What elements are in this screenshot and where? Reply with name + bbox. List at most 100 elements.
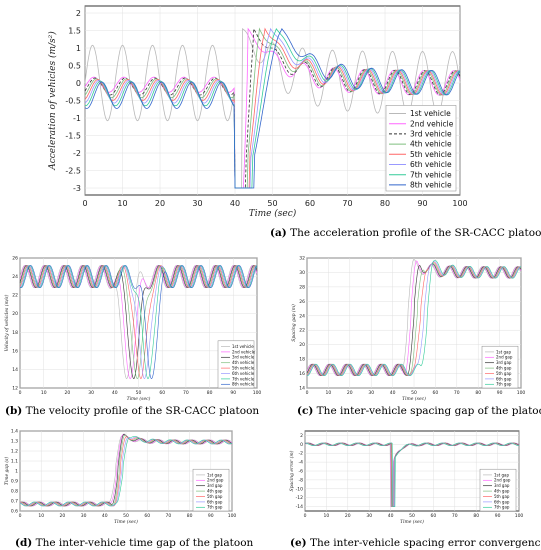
caption-text: The velocity profile of the SR-CACC plat… (22, 405, 259, 417)
figure-caption-a: (a) The acceleration profile of the SR-C… (270, 227, 541, 239)
legend-label-4: 4th gap (207, 489, 223, 494)
legend-box (385, 105, 457, 192)
x-tick-label: 0 (19, 390, 22, 396)
y-axis-label: Spacing gap (m) (290, 304, 297, 342)
x-tick-label: 80 (187, 513, 193, 519)
y-tick-label: 2 (300, 433, 303, 439)
caption-text: The inter-vehicle spacing gap of the pla… (313, 405, 541, 417)
legend-label-5: 5th gap (207, 494, 223, 499)
y-tick-label: -2.5 (65, 167, 81, 176)
y-tick-label: 18 (12, 330, 18, 336)
y-tick-label: 1.4 (11, 429, 18, 435)
x-tick-label: 0 (19, 513, 22, 519)
x-tick-label: 90 (417, 199, 427, 208)
x-tick-label: 50 (409, 513, 415, 519)
legend-label-5: 5th gap (494, 494, 510, 499)
x-tick-label: 30 (81, 513, 87, 519)
legend-label-2: 2nd gap (207, 478, 224, 483)
y-tick-label: 16 (299, 371, 305, 377)
y-tick-label: -2 (73, 149, 81, 158)
series-line-7 (307, 260, 522, 376)
y-tick-label: -2 (299, 451, 304, 457)
series-line-7 (20, 265, 258, 380)
x-tick-label: 40 (388, 513, 394, 519)
legend-label-7: 7th gap (494, 505, 510, 510)
x-tick-label: 60 (144, 513, 150, 519)
y-tick-label: 26 (12, 256, 18, 262)
x-tick-label: 0 (82, 199, 87, 208)
y-tick-label: 1.5 (68, 27, 81, 36)
x-tick-label: 100 (452, 199, 467, 208)
y-tick-label: -14 (296, 504, 303, 510)
x-tick-label: 30 (368, 390, 374, 396)
series-line-5 (19, 265, 258, 380)
y-tick-label: 1 (15, 469, 18, 475)
x-axis-label: Time (sec) (127, 395, 151, 402)
legend-label-6: 6th gap (207, 499, 223, 504)
series-line-3 (84, 27, 461, 189)
x-tick-label: 10 (41, 390, 47, 396)
series-line-2 (306, 260, 522, 376)
y-tick-label: -1.5 (65, 132, 81, 141)
x-tick-label: 60 (305, 199, 315, 208)
x-tick-label: 80 (207, 390, 213, 396)
y-tick-label: 0.8 (11, 489, 18, 495)
series-line-7 (19, 436, 233, 507)
x-tick-label: 90 (230, 390, 236, 396)
caption-letter: (d) (15, 537, 32, 549)
legend-label-6: 6th gap (496, 376, 512, 381)
y-tick-label: 28 (299, 284, 305, 290)
series-line-6 (84, 27, 461, 189)
legend-label-8: 8th vehicle (232, 382, 255, 387)
x-tick-label: 10 (324, 513, 330, 519)
series-line-1 (84, 28, 461, 189)
legend-label-2: 2nd gap (496, 355, 513, 360)
legend-label-6: 6th vehicle (232, 371, 255, 376)
legend-label-4: 4th vehicle (232, 360, 255, 365)
y-tick-label: -8 (299, 477, 304, 483)
series-line-7 (305, 442, 519, 507)
y-tick-label: 0.7 (11, 499, 18, 505)
legend-label-7: 7th gap (207, 505, 223, 510)
legend-label-2: 2nd vehicle (410, 119, 454, 128)
x-tick-label: 80 (380, 199, 390, 208)
x-tick-label: 0 (306, 390, 309, 396)
x-tick-label: 20 (345, 513, 351, 519)
x-axis-label: Time (sec) (249, 208, 297, 219)
figure-caption-c: (c) The inter-vehicle spacing gap of the… (297, 405, 541, 417)
y-tick-label: 0 (76, 79, 81, 88)
y-axis-label: Velocity of vehicles (m/s) (3, 294, 10, 351)
x-tick-label: 40 (102, 513, 108, 519)
y-tick-label: 12 (12, 386, 18, 392)
x-tick-label: 50 (267, 199, 277, 208)
y-tick-label: 1.3 (11, 439, 18, 445)
caption-text: The inter-vehicle time gap of the platoo… (32, 537, 253, 549)
y-tick-label: 18 (299, 357, 305, 363)
x-tick-label: 10 (117, 199, 127, 208)
legend-label-5: 5th gap (496, 371, 512, 376)
legend-label-3: 3rd vehicle (410, 130, 452, 139)
y-tick-label: 32 (299, 256, 305, 262)
legend-label-2: 2nd vehicle (232, 349, 256, 354)
x-tick-label: 100 (228, 513, 237, 519)
series-line-4 (19, 434, 233, 507)
x-tick-label: 100 (253, 390, 262, 396)
chart-c: 0 10 20 30 40 50 60 70 80 90 100 32 30 28 26 24 22 20 18 16… (290, 256, 541, 418)
y-tick-label: 14 (12, 367, 18, 373)
figure-caption-e: (e) The inter-vehicle spacing error conv… (290, 537, 541, 549)
x-tick-label: 20 (65, 390, 71, 396)
x-tick-label: 20 (60, 513, 66, 519)
caption-letter: (a) (270, 227, 287, 239)
legend-label-7: 7th vehicle (410, 170, 452, 179)
legend-box (479, 468, 517, 512)
legend-label-1: 1st gap (496, 349, 511, 354)
x-tick-label: 80 (475, 390, 481, 396)
y-tick-label: 24 (12, 274, 18, 280)
chart-e: 0 10 20 30 40 50 60 70 80 90 10020-2-4-6-8-10-12-1… (288, 430, 541, 549)
series-line-1 (306, 258, 522, 377)
x-tick-label: 60 (431, 513, 437, 519)
x-axis-label: Time (sec) (400, 518, 424, 525)
legend-box (192, 468, 230, 512)
x-tick-label: 90 (208, 513, 214, 519)
